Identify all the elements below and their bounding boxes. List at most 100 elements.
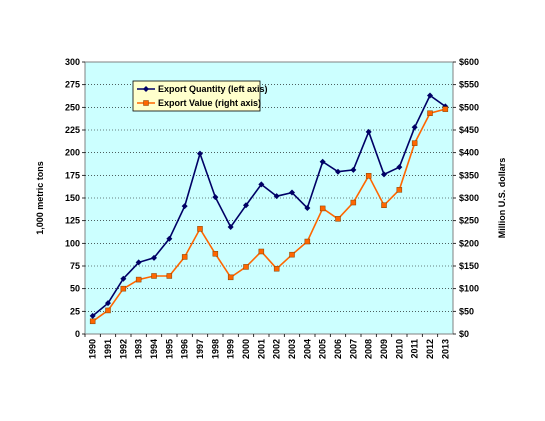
x-tick-label: 2002	[272, 339, 282, 359]
right-tick-label: $600	[459, 57, 479, 67]
data-point-value	[105, 307, 111, 314]
data-point-value	[227, 274, 234, 281]
data-point-value	[350, 199, 357, 206]
right-tick-label: $350	[459, 170, 479, 180]
data-point-quantity	[120, 275, 127, 282]
left-tick-label: 0	[75, 329, 80, 339]
data-point-quantity	[89, 312, 96, 319]
data-point-quantity	[105, 300, 111, 307]
data-point-value	[411, 140, 418, 146]
data-point-quantity	[151, 254, 157, 261]
left-tick-label: 100	[65, 238, 80, 248]
data-point-quantity	[135, 259, 142, 266]
x-tick-label: 2009	[379, 339, 389, 359]
data-point-quantity	[227, 224, 234, 231]
x-tick-label: 1991	[103, 339, 113, 359]
right-tick-label: $50	[459, 306, 474, 316]
legend-box	[132, 80, 261, 112]
data-point-value	[120, 285, 127, 292]
data-point-quantity	[289, 189, 295, 196]
x-tick-label: 2006	[333, 339, 343, 359]
data-point-quantity	[258, 181, 265, 188]
data-point-quantity	[396, 164, 403, 171]
series-markers	[89, 92, 449, 325]
gridlines	[85, 84, 453, 312]
x-tick-label: 2008	[364, 339, 374, 359]
right-tick-label: $200	[459, 238, 479, 248]
data-point-quantity	[335, 168, 341, 175]
left-tick-label: 50	[70, 284, 80, 294]
right-tick-label: $500	[459, 102, 479, 112]
series-line-quantity	[92, 94, 446, 317]
legend-label-quantity: Export Quantity (left axis)	[158, 84, 268, 94]
data-point-value	[289, 251, 295, 258]
data-point-value	[304, 238, 311, 245]
right-tick-label: $300	[459, 193, 479, 203]
data-point-value	[212, 251, 219, 257]
data-point-value	[197, 226, 203, 232]
left-tick-label: 25	[70, 306, 80, 316]
x-tick-label: 1993	[134, 339, 144, 359]
data-point-value	[89, 318, 96, 325]
data-point-quantity	[243, 202, 249, 209]
right-tick-label: $400	[459, 148, 479, 158]
left-tick-label: 125	[65, 216, 80, 226]
x-tick-label: 1997	[195, 339, 205, 359]
data-point-value	[151, 273, 157, 279]
left-tick-label: 175	[65, 170, 80, 180]
x-tick-label: 1995	[164, 339, 174, 359]
legend: Export Quantity (left axis) Export Value…	[132, 80, 268, 112]
right-tick-label: $550	[459, 80, 479, 90]
right-tick-label: $100	[459, 284, 479, 294]
data-point-value	[181, 254, 188, 260]
data-point-quantity	[411, 124, 418, 131]
data-point-value	[365, 173, 372, 179]
x-tick-label: 2003	[287, 339, 297, 359]
legend-marker-value	[143, 100, 149, 106]
left-tick-label: 275	[65, 80, 80, 90]
data-point-value	[258, 248, 265, 255]
left-axis-title: 1,000 metric tons	[35, 161, 45, 235]
data-point-value	[442, 106, 449, 112]
data-point-quantity	[181, 203, 188, 210]
x-tick-label: 1999	[226, 339, 236, 359]
left-tick-label: 150	[65, 193, 80, 203]
right-tick-label: $150	[459, 261, 479, 271]
left-tick-label: 225	[65, 125, 80, 135]
x-tick-label: 2011	[410, 339, 420, 359]
x-tick-label: 2001	[256, 339, 266, 359]
left-tick-label: 250	[65, 102, 80, 112]
right-tick-label: $450	[459, 125, 479, 135]
left-tick-label: 300	[65, 57, 80, 67]
data-point-quantity	[273, 193, 280, 200]
data-point-value	[427, 110, 433, 116]
right-axis-ticks: $0 $50 $100 $150 $200 $250 $300 $350 $400 $450 $50…	[453, 57, 479, 339]
data-point-quantity	[212, 194, 219, 201]
x-tick-label: 1998	[210, 339, 220, 359]
data-point-value	[335, 216, 341, 222]
data-point-quantity	[304, 204, 311, 211]
data-point-quantity	[427, 92, 433, 99]
data-point-value	[396, 187, 403, 193]
data-point-quantity	[166, 235, 173, 242]
x-tick-label: 2000	[241, 339, 251, 359]
right-tick-label: $250	[459, 216, 479, 226]
data-point-quantity	[319, 158, 326, 165]
left-tick-label: 200	[65, 148, 80, 158]
x-tick-label: 2010	[394, 339, 404, 359]
data-point-value	[166, 273, 173, 279]
x-tick-label: 2012	[425, 339, 435, 359]
data-point-quantity	[365, 128, 372, 135]
legend-marker-quantity	[143, 86, 149, 92]
right-axis-title: Million U.S. dollars	[497, 158, 507, 239]
x-tick-label: 2007	[348, 339, 358, 359]
data-point-quantity	[350, 166, 357, 173]
x-axis-ticks: 1990 1991 1992 1993 1994 1995 1996 1997 1998 1999…	[84, 334, 450, 359]
data-point-value	[243, 264, 249, 270]
data-point-value	[135, 276, 142, 283]
data-point-value	[381, 202, 387, 209]
x-tick-label: 1992	[118, 339, 128, 359]
legend-label-value: Export Value (right axis)	[158, 98, 261, 108]
right-tick-label: $0	[459, 329, 469, 339]
